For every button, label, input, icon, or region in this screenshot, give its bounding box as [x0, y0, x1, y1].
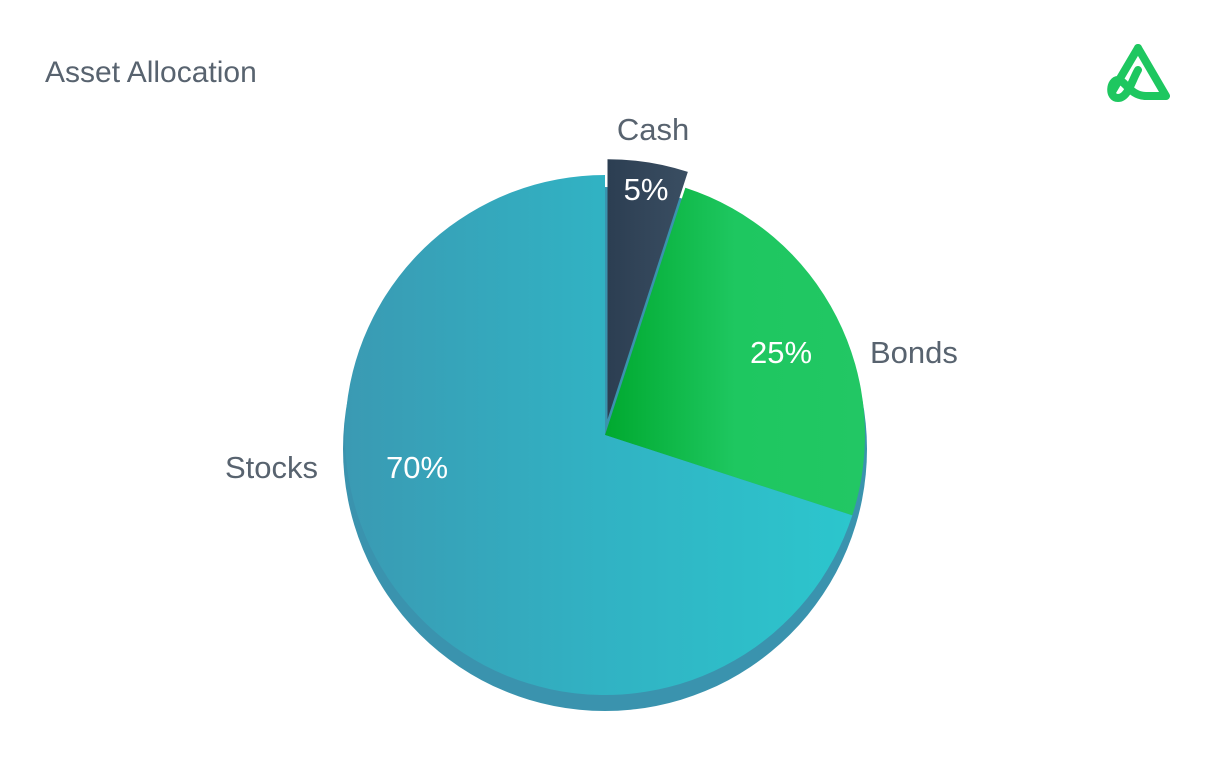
category-label: Stocks [225, 450, 318, 485]
value-label: 25% [750, 335, 812, 370]
logo [1107, 44, 1170, 102]
value-label: 70% [386, 450, 448, 485]
chart-title: Asset Allocation [45, 56, 257, 89]
category-label: Bonds [870, 335, 958, 370]
pie-slice [345, 175, 853, 696]
value-label: 5% [624, 172, 669, 207]
category-label: Cash [617, 112, 689, 147]
pie-slice [607, 159, 688, 420]
pie-slice [605, 187, 865, 516]
